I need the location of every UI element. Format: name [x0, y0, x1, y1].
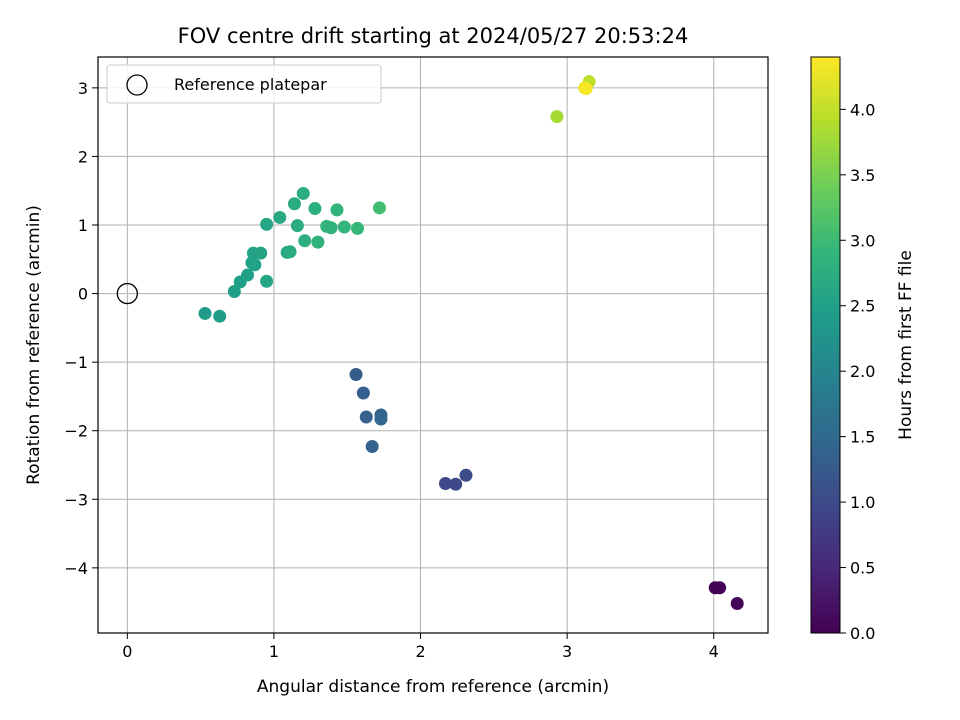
colorbar-tick-label-2: 1.0: [850, 493, 875, 512]
grid-lines: [98, 57, 768, 633]
reference-marker-layer: [116, 282, 138, 305]
data-point-18: [248, 258, 262, 272]
y-tick-label-0: −4: [64, 559, 88, 578]
colorbar-tick-label-3: 1.5: [850, 428, 875, 447]
y-tick-label-6: 2: [78, 147, 88, 166]
colorbar-tick-label-7: 3.5: [850, 166, 875, 185]
colorbar-tick-label-4: 2.0: [850, 362, 875, 381]
colorbar-tick-label-0: 0.0: [850, 624, 875, 643]
data-point-31: [311, 235, 325, 249]
data-point-13: [213, 309, 227, 323]
data-point-25: [283, 245, 297, 259]
data-point-14: [227, 285, 241, 299]
data-point-9: [365, 439, 379, 453]
data-point-34: [330, 203, 344, 217]
x-tick-label-3: 3: [562, 642, 572, 661]
data-point-22: [260, 217, 274, 231]
colorbar-gradient: [810, 56, 841, 634]
reference-platepar-marker: [116, 282, 138, 305]
colorbar: 0.0 0.5 1.0 1.5 2.0 2.5 3.0 3.5 4.0 Hours from f…: [810, 56, 916, 643]
data-points: [198, 75, 744, 611]
legend: Reference platepar: [106, 64, 382, 104]
y-tick-label-3: −1: [64, 353, 88, 372]
y-tick-label-7: 3: [78, 79, 88, 98]
y-tick-label-2: −2: [64, 422, 88, 441]
data-point-27: [290, 219, 304, 233]
data-point-11: [374, 412, 388, 426]
x-tick-label-4: 4: [709, 642, 719, 661]
data-point-8: [359, 410, 373, 424]
data-point-29: [298, 234, 312, 248]
legend-box: [106, 64, 382, 104]
x-tick-label-1: 1: [269, 642, 279, 661]
x-tick-label-0: 0: [122, 642, 132, 661]
data-point-41: [579, 82, 593, 96]
data-point-38: [550, 110, 564, 124]
data-point-35: [337, 220, 351, 234]
data-point-26: [287, 197, 301, 211]
colorbar-tick-label-8: 4.0: [850, 100, 875, 119]
y-tick-label-1: −3: [64, 490, 88, 509]
colorbar-tick-label-1: 0.5: [850, 559, 875, 578]
data-point-4: [449, 477, 463, 491]
legend-entry-reference: Reference platepar: [174, 75, 327, 94]
data-point-36: [350, 221, 364, 235]
colorbar-tick-label-5: 2.5: [850, 297, 875, 316]
y-tick-label-5: 1: [78, 216, 88, 235]
data-point-2: [730, 597, 744, 611]
data-point-1: [713, 581, 727, 595]
x-tick-label-2: 2: [415, 642, 425, 661]
data-point-20: [254, 246, 268, 260]
colorbar-ticks: 0.0 0.5 1.0 1.5 2.0 2.5 3.0 3.5 4.0: [840, 100, 875, 643]
data-point-28: [296, 186, 310, 200]
data-point-33: [324, 221, 338, 235]
data-point-37: [372, 201, 386, 215]
data-point-7: [356, 386, 370, 400]
y-tick-label-4: 0: [78, 285, 88, 304]
data-point-5: [459, 468, 473, 482]
plot-frame: [97, 56, 769, 634]
colorbar-tick-label-6: 3.0: [850, 231, 875, 250]
data-point-6: [349, 367, 363, 381]
colorbar-label: Hours from first FF file: [896, 250, 916, 440]
y-axis-ticks: −4 −3 −2 −1 0 1 2 3: [64, 79, 98, 578]
chart-title: FOV centre drift starting at 2024/05/27 …: [178, 24, 689, 48]
data-point-3: [438, 477, 452, 491]
data-point-23: [273, 210, 287, 224]
data-point-30: [308, 202, 322, 216]
legend-marker: [126, 74, 148, 96]
data-point-21: [260, 274, 274, 288]
data-point-16: [241, 268, 255, 282]
x-axis-label: Angular distance from reference (arcmin): [257, 677, 609, 697]
y-axis-label: Rotation from reference (arcmin): [24, 205, 44, 485]
x-axis-ticks: 0 1 2 3 4: [122, 633, 719, 661]
data-point-12: [198, 306, 212, 320]
